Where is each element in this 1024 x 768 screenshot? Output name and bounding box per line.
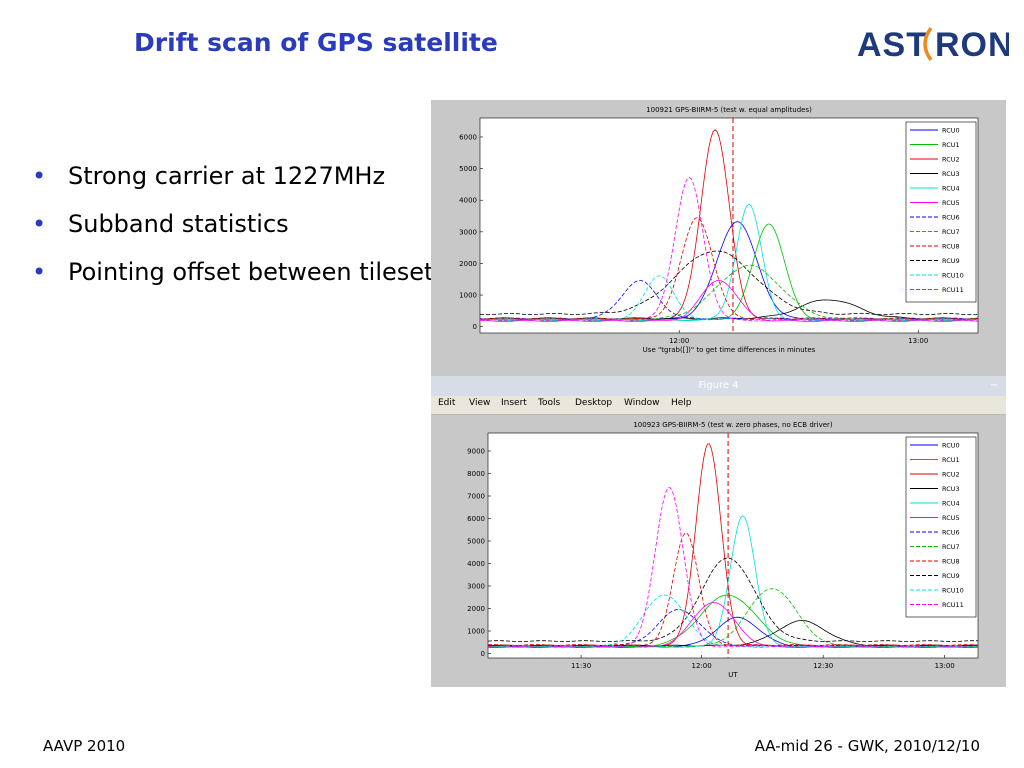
x-tick-label: 11:30 [571, 662, 591, 670]
window-minimize-icon[interactable]: − [989, 380, 998, 391]
y-tick-label: 4000 [467, 560, 485, 568]
legend-label: RCU9 [942, 572, 960, 580]
legend-label: RCU3 [942, 170, 960, 178]
legend-label: RCU6 [942, 529, 960, 537]
x-tick-label: 12:30 [813, 662, 833, 670]
slide-title: Drift scan of GPS satellite [134, 28, 498, 57]
x-axis-label: Use "tgrab([])" to get time differences … [643, 346, 816, 354]
y-tick-label: 0 [473, 323, 477, 331]
bullet-item: • Subband statistics [32, 210, 289, 238]
series-line-rcu9 [487, 557, 979, 642]
y-tick-label: 2000 [467, 605, 485, 613]
series-line-rcu10 [479, 275, 979, 321]
series-line-rcu5 [480, 279, 979, 322]
legend-label: RCU5 [942, 199, 960, 207]
y-tick-label: 3000 [467, 583, 485, 591]
y-tick-label: 1000 [459, 292, 477, 300]
legend-label: RCU4 [942, 185, 960, 193]
chart-top: 100921 GPS-BIIRM-5 (test w. equal amplit… [431, 100, 1006, 376]
x-axis-label: UT [728, 671, 738, 679]
y-tick-label: 5000 [467, 538, 485, 546]
legend-label: RCU0 [942, 442, 960, 450]
legend-label: RCU10 [942, 587, 964, 595]
footer-right: AA-mid 26 - GWK, 2010/12/10 [754, 737, 980, 755]
legend-label: RCU8 [942, 558, 960, 566]
x-tick-label: 12:00 [669, 337, 689, 345]
y-tick-label: 6000 [467, 515, 485, 523]
legend-label: RCU9 [942, 257, 960, 265]
y-tick-label: 3000 [459, 228, 477, 236]
matlab-figure-composite: 100921 GPS-BIIRM-5 (test w. equal amplit… [431, 100, 1006, 687]
legend-box [905, 436, 977, 618]
legend-label: RCU7 [942, 543, 960, 551]
menu-desktop[interactable]: Desktop [575, 398, 613, 408]
chart-panel-top: 100921 GPS-BIIRM-5 (test w. equal amplit… [431, 100, 1006, 376]
svg-text:RON: RON [935, 26, 1009, 64]
legend-label: RCU3 [942, 485, 960, 493]
series-line-rcu8 [487, 532, 979, 646]
legend-label: RCU2 [942, 471, 960, 479]
legend-label: RCU0 [942, 127, 960, 135]
legend-label: RCU2 [942, 156, 960, 164]
legend-label: RCU6 [942, 214, 960, 222]
series-line-rcu8 [480, 217, 979, 320]
series-line-rcu11 [487, 487, 978, 648]
figure-menubar: Edit View Insert Tools Desktop Window He… [431, 396, 1006, 415]
chart-panel-bottom: 100923 GPS-BIIRM-5 (test w. zero phases,… [431, 415, 1006, 687]
bullet-item: • Strong carrier at 1227MHz [32, 162, 386, 190]
legend-label: RCU5 [942, 514, 960, 522]
legend-label: RCU1 [942, 141, 960, 149]
plot-area [487, 432, 979, 659]
y-tick-label: 1000 [467, 628, 485, 636]
x-tick-label: 13:00 [935, 662, 955, 670]
x-tick-label: 13:00 [908, 337, 928, 345]
legend-label: RCU11 [942, 286, 964, 294]
y-tick-label: 4000 [459, 197, 477, 205]
series-line-rcu11 [479, 177, 978, 322]
chart-title: 100923 GPS-BIIRM-5 (test w. zero phases,… [633, 421, 833, 429]
menu-insert[interactable]: Insert [501, 398, 527, 408]
legend-label: RCU8 [942, 243, 960, 251]
x-tick-label: 12:00 [692, 662, 712, 670]
chart-title: 100921 GPS-BIIRM-5 (test w. equal amplit… [646, 106, 812, 114]
menu-view[interactable]: View [469, 398, 491, 408]
legend-label: RCU10 [942, 272, 964, 280]
menu-window[interactable]: Window [624, 398, 660, 408]
y-tick-label: 7000 [467, 493, 485, 501]
legend-label: RCU7 [942, 228, 960, 236]
y-tick-label: 8000 [467, 470, 485, 478]
y-tick-label: 0 [481, 650, 485, 658]
y-tick-label: 5000 [459, 165, 477, 173]
y-tick-label: 2000 [459, 260, 477, 268]
svg-text:AST: AST [857, 26, 928, 64]
menu-edit[interactable]: Edit [438, 398, 456, 408]
chart-bottom: 100923 GPS-BIIRM-5 (test w. zero phases,… [431, 415, 1006, 687]
legend-label: RCU4 [942, 500, 960, 508]
legend-label: RCU11 [942, 601, 964, 609]
astron-logo: AST RON [857, 26, 1009, 64]
menu-help[interactable]: Help [671, 398, 692, 408]
legend-box [905, 121, 977, 303]
bullet-item: • Pointing offset between tilesets [32, 258, 446, 286]
footer-left: AAVP 2010 [43, 737, 126, 755]
figure-window-title: Figure 4 [431, 376, 1006, 396]
y-tick-label: 9000 [467, 448, 485, 456]
legend-label: RCU1 [942, 456, 960, 464]
bullet-list: • Strong carrier at 1227MHz • Subband stat… [30, 156, 450, 300]
plot-area [479, 117, 979, 334]
y-tick-label: 6000 [459, 133, 477, 141]
menu-tools[interactable]: Tools [538, 398, 561, 408]
